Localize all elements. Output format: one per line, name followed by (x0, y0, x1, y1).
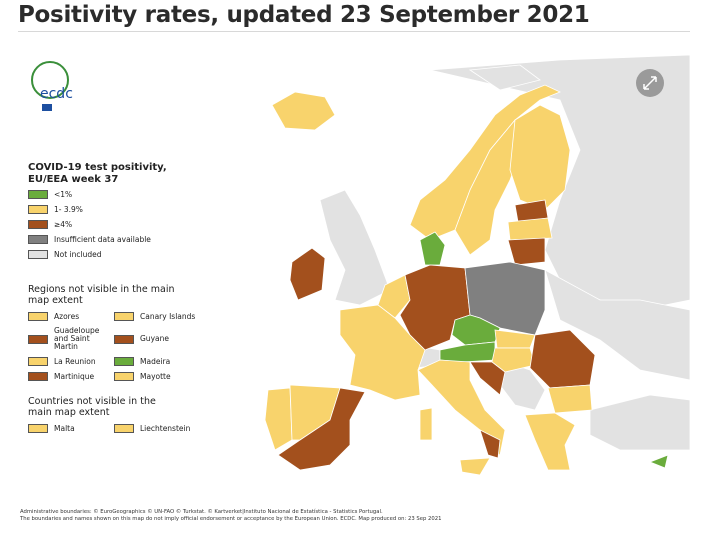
legend-label: Martinique (54, 371, 95, 381)
logo: ecdc (31, 61, 73, 111)
legend-swatch (28, 357, 48, 366)
legend-swatch (28, 250, 48, 259)
portugal (264, 387, 293, 451)
divider (18, 31, 690, 32)
legend-label: La Reunion (54, 356, 96, 366)
legend-swatch (114, 312, 134, 321)
iceland (271, 91, 336, 131)
footer-note: Administrative boundaries: © EuroGeograp… (20, 509, 383, 515)
legend-item: Malta (28, 424, 114, 433)
legend-item: Insufficient data available (28, 235, 151, 244)
countries-title: Countries not visible in the main map ex… (28, 396, 156, 418)
italy-south (479, 429, 501, 459)
legend-swatch (114, 334, 134, 344)
bulgaria (547, 384, 593, 414)
denmark (419, 231, 446, 266)
legend-label: 1- 3.9% (54, 204, 83, 214)
legend-label: Guyane (140, 334, 169, 343)
legend-item: Guyane (114, 327, 214, 351)
legend-item: Guadeloupe and Saint Martin (28, 327, 114, 351)
slovenia-croatia (469, 361, 506, 396)
legend-item: <1% (28, 190, 151, 199)
spain-east (277, 387, 366, 471)
greece (524, 412, 576, 471)
legend-title: COVID-19 test positivity, EU/EEA week 37 (28, 162, 167, 185)
legend-label: Guadeloupe and Saint Martin (54, 326, 100, 351)
legend-item: Madeira (114, 357, 214, 366)
legend-swatch (28, 372, 48, 381)
legend-item: Mayotte (114, 372, 214, 381)
sicily (459, 457, 491, 476)
footer-note: The boundaries and names shown on this m… (20, 516, 442, 522)
legend-item: La Reunion (28, 357, 114, 366)
netherlands-belgium (377, 274, 411, 319)
legend-item: Canary Islands (114, 312, 214, 321)
legend-label: Mayotte (140, 371, 171, 381)
legend-swatch (114, 372, 134, 381)
sardinia (419, 407, 433, 441)
legend-swatch (28, 235, 48, 244)
cyprus (648, 454, 669, 469)
legend-item: Liechtenstein (114, 424, 214, 433)
austria (439, 341, 496, 363)
expand-icon (643, 76, 657, 90)
non-eu-land (319, 54, 691, 451)
legend-swatch (114, 424, 134, 433)
legend-label: Liechtenstein (140, 423, 191, 433)
regions-title: Regions not visible in the main map exte… (28, 284, 175, 306)
legend-swatch (28, 312, 48, 321)
legend-item: Not included (28, 250, 151, 259)
legend: <1% 1- 3.9% ≥4% Insufficient data available… (28, 190, 151, 265)
regions-legend: Azores Canary Islands Guadeloupe and Saint… (28, 312, 228, 381)
legend-label: Not included (54, 249, 102, 259)
hungary (491, 347, 536, 373)
lithuania (507, 237, 546, 266)
legend-swatch (28, 424, 48, 433)
france (339, 304, 426, 401)
legend-item: Azores (28, 312, 114, 321)
romania (529, 329, 596, 389)
eu-countries (264, 84, 669, 476)
legend-item: ≥4% (28, 220, 151, 229)
legend-swatch (28, 220, 48, 229)
legend-label: <1% (54, 189, 73, 199)
germany (399, 264, 471, 351)
legend-swatch (28, 334, 48, 344)
finland (509, 104, 571, 211)
legend-label: Madeira (140, 356, 171, 366)
legend-label: Insufficient data available (54, 234, 151, 244)
page-title: Positivity rates, updated 23 September 2… (18, 2, 590, 28)
legend-swatch (28, 205, 48, 214)
ireland (289, 247, 326, 301)
legend-label: Azores (54, 311, 80, 321)
legend-label: ≥4% (54, 219, 73, 229)
logo-text: ecdc (40, 86, 73, 102)
legend-label: Canary Islands (140, 311, 196, 321)
latvia (507, 217, 553, 241)
countries-legend: Malta Liechtenstein (28, 424, 228, 433)
legend-swatch (28, 190, 48, 199)
legend-item: 1- 3.9% (28, 205, 151, 214)
legend-label: Malta (54, 423, 75, 433)
legend-swatch (114, 357, 134, 366)
legend-item: Martinique (28, 372, 114, 381)
